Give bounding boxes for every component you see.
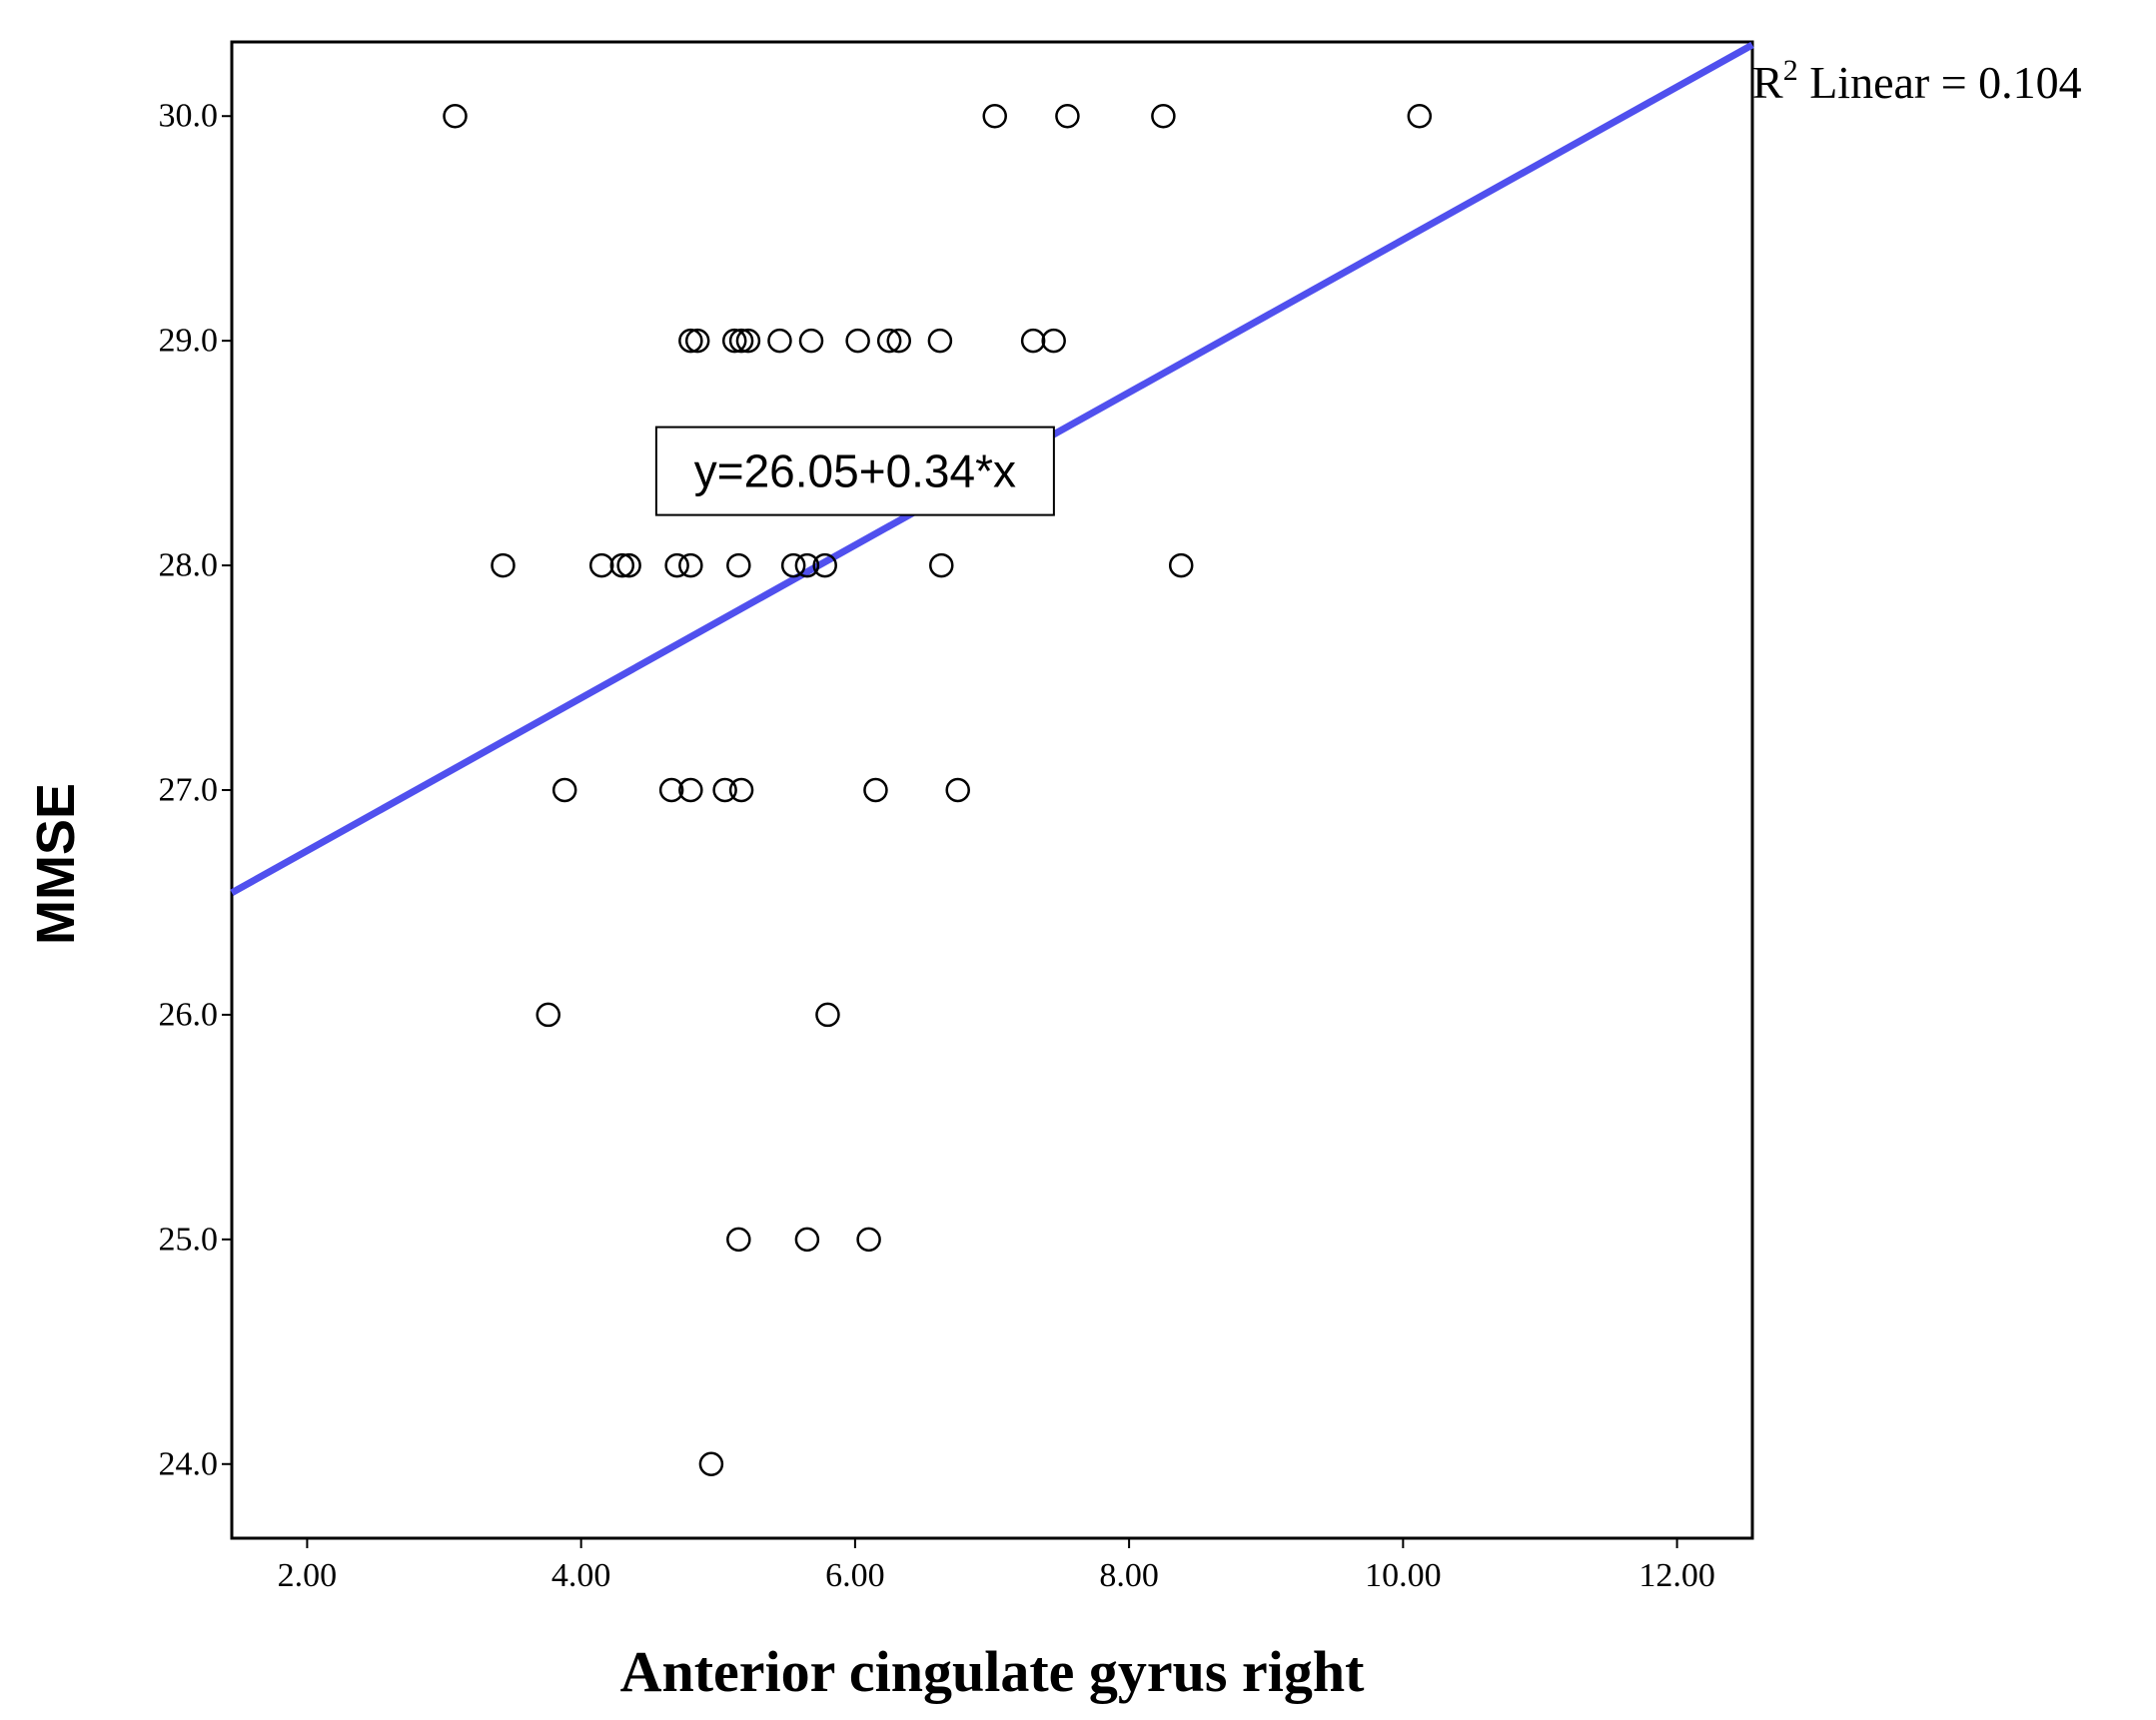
- data-point: [794, 1227, 820, 1253]
- data-point: [798, 328, 824, 354]
- r-squared-prefix: R: [1752, 57, 1783, 108]
- data-point: [536, 1002, 560, 1028]
- data-point: [609, 552, 635, 578]
- equation-label-box: y=26.05+0.34*x: [654, 426, 1055, 516]
- r-squared-label: R2 Linear = 0.104: [1752, 54, 2082, 108]
- r-squared-superscript: 2: [1783, 54, 1798, 87]
- y-tick-label: 30.0: [159, 98, 219, 135]
- data-point: [728, 777, 754, 803]
- data-point: [1055, 103, 1080, 129]
- y-tick-label: 25.0: [159, 1221, 219, 1258]
- x-tick-label: 4.00: [551, 1557, 611, 1594]
- data-point: [1168, 552, 1194, 578]
- y-axis-ticks: 24.0 25.0 26.0 27.0 28.0 29.0 30.0: [159, 98, 232, 1482]
- data-points: [443, 103, 1433, 1477]
- data-point: [664, 552, 689, 578]
- data-point: [845, 328, 870, 354]
- data-point: [863, 777, 888, 803]
- data-point: [735, 328, 761, 354]
- data-point: [1020, 328, 1046, 354]
- x-axis-label: Anterior cingulate gyrus right: [620, 1639, 1365, 1704]
- r-squared-text: Linear = 0.104: [1798, 57, 2082, 108]
- data-point: [876, 328, 902, 354]
- data-point: [698, 1451, 724, 1477]
- data-point: [945, 777, 970, 803]
- data-point: [443, 103, 468, 129]
- data-point: [712, 777, 737, 803]
- y-tick-label: 24.0: [159, 1445, 219, 1482]
- data-point: [726, 552, 751, 578]
- y-tick-label: 27.0: [159, 772, 219, 809]
- data-point: [982, 103, 1007, 129]
- data-point: [856, 1227, 881, 1253]
- data-point: [721, 328, 747, 354]
- data-point: [684, 328, 710, 354]
- data-point: [491, 552, 516, 578]
- data-point: [678, 328, 703, 354]
- data-point: [726, 1227, 751, 1253]
- y-tick-label: 29.0: [159, 323, 219, 360]
- data-point: [1407, 103, 1433, 129]
- data-point: [886, 328, 912, 354]
- x-tick-label: 2.00: [278, 1557, 338, 1594]
- data-point: [812, 552, 837, 578]
- equation-label-frame: [654, 426, 1055, 516]
- data-point: [616, 552, 641, 578]
- data-point: [678, 777, 703, 803]
- x-axis-ticks: 2.00 4.00 6.00 8.00 10.00 12.00: [278, 1538, 1715, 1594]
- x-tick-label: 12.00: [1638, 1557, 1715, 1594]
- data-point: [794, 552, 820, 578]
- data-point: [551, 777, 577, 803]
- x-tick-label: 10.00: [1365, 1557, 1442, 1594]
- data-point: [678, 552, 703, 578]
- data-point: [780, 552, 806, 578]
- data-point: [767, 328, 792, 354]
- data-point: [929, 552, 954, 578]
- data-point: [588, 552, 614, 578]
- data-point: [658, 777, 684, 803]
- data-point: [815, 1002, 840, 1028]
- y-axis-label: MMSE: [26, 783, 86, 945]
- data-point: [1041, 328, 1066, 354]
- y-tick-label: 28.0: [159, 547, 219, 584]
- plot-area-frame: [230, 40, 1754, 1540]
- x-tick-label: 6.00: [825, 1557, 885, 1594]
- equation-label: y=26.05+0.34*x: [694, 445, 1016, 497]
- data-point: [927, 328, 953, 354]
- data-point: [1151, 103, 1176, 129]
- y-tick-label: 26.0: [159, 996, 219, 1033]
- x-tick-label: 8.00: [1099, 1557, 1159, 1594]
- data-point: [728, 328, 754, 354]
